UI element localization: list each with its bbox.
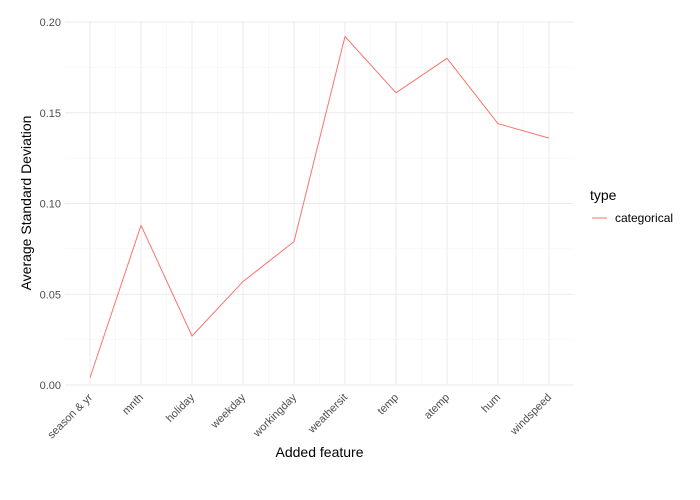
y-tick-label: 0.10 <box>40 199 61 211</box>
y-tick-labels: 0.00 0.05 0.10 0.15 0.20 <box>40 17 61 392</box>
x-tick-label: hum <box>479 392 503 416</box>
legend-label-categorical: categorical <box>615 211 673 225</box>
x-tick-label: weekday <box>208 391 248 431</box>
legend-title: type <box>590 187 617 203</box>
x-tick-label: season & yr <box>46 391 96 441</box>
x-axis-title: Added feature <box>276 444 364 460</box>
x-tick-label: atemp <box>422 392 452 422</box>
y-axis-title: Average Standard Deviation <box>18 116 34 291</box>
x-tick-label: holiday <box>164 391 197 424</box>
y-tick-label: 0.00 <box>40 380 61 392</box>
x-tick-label: workingday <box>251 391 300 440</box>
x-tick-labels: season & yr mnth holiday weekday workingday w… <box>46 391 555 441</box>
legend: type categorical <box>590 187 673 225</box>
grid-major <box>65 21 574 386</box>
x-tick-label: mnth <box>120 392 146 418</box>
series-line-categorical <box>89 36 550 378</box>
y-tick-label: 0.15 <box>40 108 61 120</box>
x-tick-label: weathersit <box>305 392 350 437</box>
x-tick-label: windspeed <box>508 392 554 438</box>
y-tick-label: 0.05 <box>40 289 61 301</box>
x-tick-label: temp <box>375 392 401 418</box>
y-tick-label: 0.20 <box>40 17 61 29</box>
series-layer <box>89 36 550 378</box>
